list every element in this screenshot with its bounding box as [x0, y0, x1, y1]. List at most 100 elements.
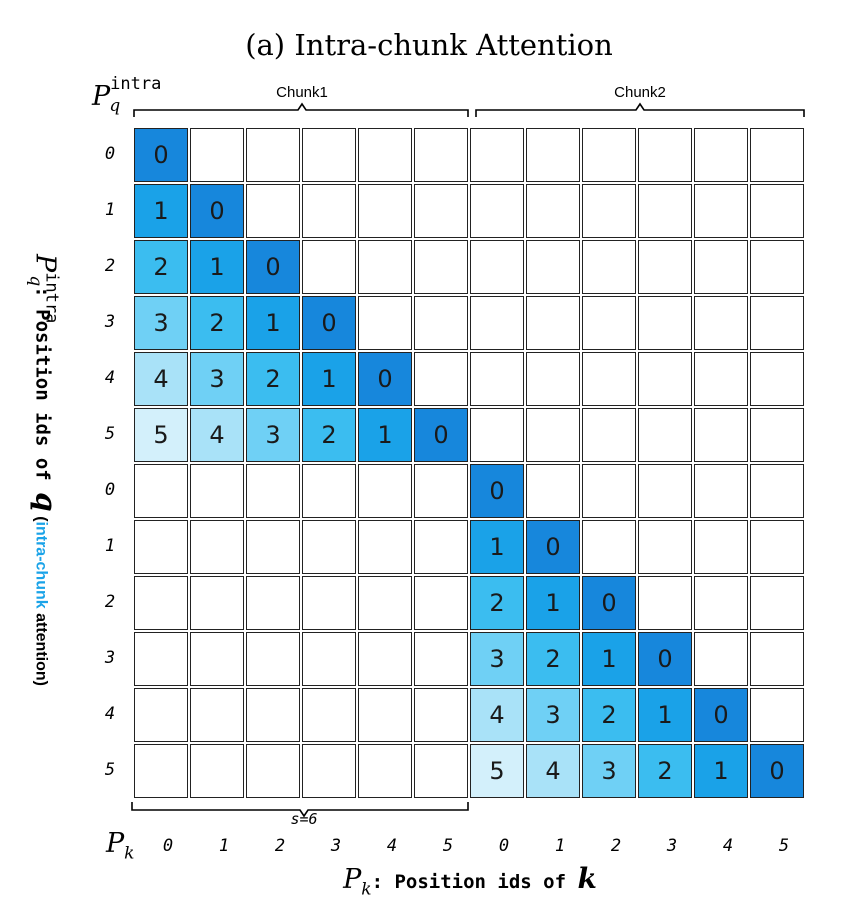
matrix-cell-empty — [414, 632, 468, 686]
matrix-cell-empty — [694, 296, 748, 350]
matrix-cell-empty — [358, 632, 412, 686]
matrix-cell: 2 — [582, 688, 636, 742]
matrix-cell-empty — [246, 688, 300, 742]
matrix-cell: 3 — [246, 408, 300, 462]
matrix-cell-empty — [638, 240, 692, 294]
matrix-cell-empty — [750, 688, 804, 742]
matrix-cell-empty — [470, 240, 524, 294]
chunk1-label: Chunk1 — [276, 84, 328, 101]
matrix-cell-empty — [582, 408, 636, 462]
matrix-cell: 1 — [582, 632, 636, 686]
matrix-cell-empty — [638, 408, 692, 462]
row-label: 5 — [104, 424, 116, 444]
matrix-cell: 5 — [134, 408, 188, 462]
matrix-cell-empty — [358, 240, 412, 294]
matrix-cell-empty — [190, 576, 244, 630]
matrix-cell-empty — [246, 520, 300, 574]
matrix-cell-empty — [414, 520, 468, 574]
row-label: 2 — [104, 256, 116, 276]
matrix-cell-empty — [358, 688, 412, 742]
matrix-cell: 3 — [470, 632, 524, 686]
matrix-cell-empty — [526, 464, 580, 518]
matrix-cell: 2 — [638, 744, 692, 798]
matrix-cell: 4 — [190, 408, 244, 462]
matrix-cell: 1 — [190, 240, 244, 294]
s-brace — [131, 802, 469, 818]
col-label: 0 — [162, 836, 174, 856]
matrix-cell-empty — [526, 352, 580, 406]
matrix-cell-empty — [694, 520, 748, 574]
matrix-cell: 2 — [526, 632, 580, 686]
matrix-cell-empty — [190, 464, 244, 518]
matrix-cell-empty — [414, 240, 468, 294]
matrix-cell: 1 — [526, 576, 580, 630]
matrix-cell-empty — [134, 464, 188, 518]
matrix-cell: 3 — [190, 352, 244, 406]
matrix-cell-empty — [694, 240, 748, 294]
diagram-title: (a) Intra-chunk Attention — [245, 28, 613, 62]
matrix-cell: 1 — [246, 296, 300, 350]
matrix-cell-empty — [582, 520, 636, 574]
matrix-cell-empty — [246, 744, 300, 798]
matrix-cell: 0 — [134, 128, 188, 182]
matrix-cell-empty — [358, 184, 412, 238]
matrix-cell: 0 — [302, 296, 356, 350]
matrix-cell-empty — [526, 296, 580, 350]
matrix-cell-empty — [750, 184, 804, 238]
matrix-cell-empty — [302, 744, 356, 798]
matrix-cell-empty — [134, 632, 188, 686]
matrix-cell-empty — [414, 128, 468, 182]
matrix-cell: 1 — [302, 352, 356, 406]
matrix-cell: 2 — [246, 352, 300, 406]
matrix-cell-empty — [414, 688, 468, 742]
matrix-cell-empty — [638, 352, 692, 406]
matrix-cell: 3 — [526, 688, 580, 742]
col-label: 0 — [498, 836, 510, 856]
row-label: 2 — [104, 592, 116, 612]
col-label: 5 — [442, 836, 454, 856]
matrix-cell-empty — [470, 296, 524, 350]
matrix-cell: 3 — [582, 744, 636, 798]
matrix-cell: 2 — [190, 296, 244, 350]
matrix-cell-empty — [638, 296, 692, 350]
matrix-cell-empty — [694, 464, 748, 518]
matrix-cell-empty — [134, 520, 188, 574]
matrix-cell: 2 — [470, 576, 524, 630]
matrix-cell-empty — [190, 744, 244, 798]
matrix-cell-empty — [358, 296, 412, 350]
matrix-cell-empty — [414, 744, 468, 798]
matrix-cell-empty — [358, 464, 412, 518]
matrix-cell-empty — [750, 352, 804, 406]
row-label: 0 — [104, 480, 116, 500]
matrix-cell-empty — [750, 240, 804, 294]
matrix-cell: 0 — [358, 352, 412, 406]
matrix-cell-empty — [638, 128, 692, 182]
matrix-cell-empty — [302, 632, 356, 686]
matrix-cell-empty — [750, 464, 804, 518]
row-label: 1 — [104, 536, 116, 556]
matrix-cell: 0 — [190, 184, 244, 238]
matrix-cell: 1 — [134, 184, 188, 238]
q-axis-symbol: Pintraq — [92, 74, 162, 117]
row-label: 5 — [104, 760, 116, 780]
matrix-cell-empty — [582, 184, 636, 238]
matrix-cell-empty — [246, 464, 300, 518]
matrix-cell-empty — [470, 128, 524, 182]
matrix-cell-empty — [694, 632, 748, 686]
matrix-cell-empty — [414, 576, 468, 630]
col-label: 2 — [610, 836, 622, 856]
matrix-cell-empty — [302, 464, 356, 518]
matrix-cell: 4 — [134, 352, 188, 406]
matrix-cell-empty — [750, 520, 804, 574]
matrix-cell-empty — [694, 352, 748, 406]
matrix-cell-empty — [134, 688, 188, 742]
matrix-cell-empty — [414, 352, 468, 406]
chunk1-brace — [133, 102, 469, 117]
matrix-cell-empty — [526, 128, 580, 182]
matrix-cell-empty — [694, 184, 748, 238]
row-label: 4 — [104, 704, 116, 724]
matrix-cell-empty — [190, 632, 244, 686]
matrix-cell-empty — [358, 520, 412, 574]
col-label: 2 — [274, 836, 286, 856]
col-label: 3 — [330, 836, 342, 856]
